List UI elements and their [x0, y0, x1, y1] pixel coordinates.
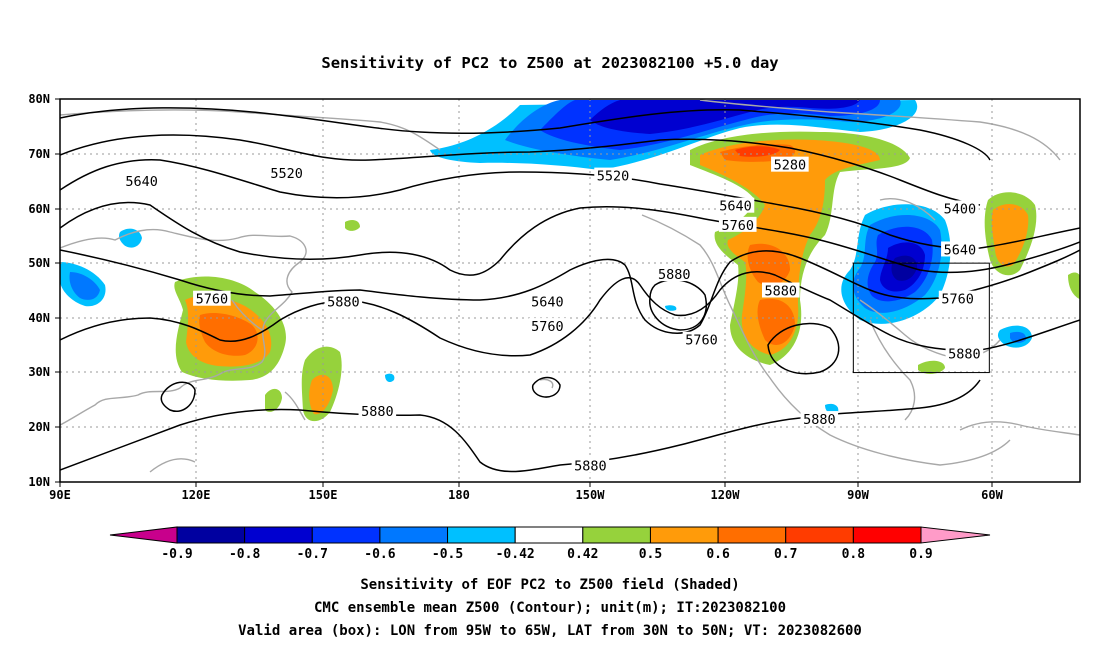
caption-line-3: Valid area (box): LON from 95W to 65W, L…	[238, 623, 862, 639]
contour-label-bg	[945, 345, 984, 361]
lon-label: 90E	[49, 488, 71, 502]
colorbar-cell	[379, 526, 449, 544]
contour-label-bg	[122, 173, 161, 189]
contour-label-bg	[682, 331, 721, 347]
contour-label: 5640	[944, 242, 977, 258]
contour-label: 5880	[327, 294, 360, 310]
lat-label: 50N	[28, 256, 50, 270]
colorbar-cell	[514, 526, 584, 544]
contour-label: 5640	[719, 199, 752, 215]
colorbar-cell	[244, 526, 313, 544]
contour-label-bg	[941, 200, 979, 216]
contour-label-bg	[528, 318, 567, 334]
contour-label: 5880	[361, 404, 394, 420]
contour-label-bg	[528, 293, 567, 309]
axis-ticks	[55, 98, 993, 487]
lat-label: 10N	[28, 475, 50, 489]
colorbar-label: -0.8	[229, 547, 260, 562]
map: 5640 5520 5520 5280 5640 5760 5400 5880 5640 5880…	[28, 92, 1081, 502]
contour-label-bg	[324, 293, 363, 309]
contour-label-bg	[655, 266, 694, 282]
figure-title: Sensitivity of PC2 to Z500 at 2023082100…	[321, 54, 778, 72]
contour-label: 5280	[774, 158, 807, 174]
lat-label: 20N	[28, 420, 50, 434]
colorbar-label: 0.9	[909, 547, 932, 562]
contour-label: 5640	[531, 294, 564, 310]
contour-label-bg	[771, 156, 809, 172]
contour-label: 5760	[196, 292, 229, 308]
map-frame	[59, 98, 1081, 483]
contour-label: 5880	[574, 459, 607, 475]
lon-label: 60W	[981, 488, 1003, 502]
valid-area-box	[852, 262, 990, 374]
colorbar-label: -0.7	[297, 547, 328, 562]
colorbar-cell	[852, 526, 922, 544]
lat-label: 60N	[28, 202, 50, 216]
colorbar-cell	[176, 526, 246, 544]
contour-label: 5760	[721, 218, 754, 234]
colorbar-low-end	[109, 526, 178, 544]
colorbar-label: 0.7	[774, 547, 797, 562]
colorbar-cell	[311, 526, 381, 544]
colorbar-labels: -0.9 -0.8 -0.7 -0.6 -0.5 -0.42 0.42 0.5 0.6 0.7 0.…	[161, 547, 932, 562]
contour-label-bg	[193, 290, 231, 306]
contour-label: 5880	[948, 346, 981, 362]
contour-label-bg	[941, 241, 979, 257]
lat-label: 80N	[28, 92, 50, 106]
colorbar-label: 0.5	[639, 547, 662, 562]
contour-label-bg	[358, 402, 397, 418]
colorbar-label: 0.8	[842, 547, 866, 562]
colorbar-label: -0.42	[496, 547, 535, 562]
colorbar-high-end	[920, 526, 991, 544]
contour-label: 5640	[125, 174, 158, 190]
colorbar-cell	[582, 526, 651, 544]
colorbar-cell	[717, 526, 787, 544]
lon-label: 120E	[182, 488, 211, 502]
contour-label-bg	[718, 216, 757, 232]
lat-label: 30N	[28, 365, 50, 379]
z500-contours	[60, 107, 1080, 473]
colorbar-label: -0.5	[432, 547, 463, 562]
colorbar-label: 0.6	[706, 547, 730, 562]
lon-label: 90W	[847, 488, 869, 502]
contour-label-bg	[571, 457, 610, 473]
contour-label: 5760	[941, 292, 974, 308]
contour-label-bg	[938, 290, 977, 306]
colorbar-label: -0.9	[161, 547, 192, 562]
colorbar-label: 0.42	[567, 547, 598, 562]
contour-label: 5760	[531, 319, 564, 335]
contour-labels: 5640 5520 5520 5280 5640 5760 5400 5880 5640 5880…	[122, 156, 984, 475]
contour-label-bg	[267, 164, 306, 180]
latitude-labels: 80N 70N 60N 50N 40N 30N 20N 10N	[28, 92, 50, 489]
contour-label: 5400	[944, 201, 977, 217]
contour-label-bg	[594, 167, 632, 183]
lon-label: 150E	[309, 488, 338, 502]
caption-line-2: CMC ensemble mean Z500 (Contour); unit(m…	[314, 600, 786, 616]
caption-line-1: Sensitivity of EOF PC2 to Z500 field (Sh…	[360, 577, 739, 593]
contour-label-bg	[716, 197, 755, 213]
contour-label: 5880	[658, 267, 691, 283]
contour-label: 5880	[803, 412, 836, 428]
contour-label: 5760	[685, 333, 718, 349]
contour-label: 5880	[765, 284, 798, 300]
graticule	[60, 99, 1080, 482]
lat-label: 40N	[28, 311, 50, 325]
lon-label: 150W	[576, 488, 606, 502]
lon-label: 180	[448, 488, 470, 502]
contour-label-bg	[800, 411, 839, 427]
contour-label-bg	[762, 282, 800, 298]
colorbar-cell	[785, 526, 854, 544]
longitude-labels: 90E 120E 150E 180 150W 120W 90W 60W	[49, 488, 1003, 502]
colorbar-label: -0.6	[364, 547, 395, 562]
colorbar: -0.9 -0.8 -0.7 -0.6 -0.5 -0.42 0.42 0.5 0.6 0.7 0.…	[109, 526, 991, 562]
contour-label: 5520	[597, 169, 630, 185]
caption: Sensitivity of EOF PC2 to Z500 field (Sh…	[238, 577, 862, 639]
colorbar-cell	[649, 526, 719, 544]
colorbar-cell	[447, 526, 516, 544]
contour-label: 5520	[270, 166, 303, 182]
lon-label: 120W	[711, 488, 741, 502]
lat-label: 70N	[28, 147, 50, 161]
colorbar-cells	[176, 526, 922, 544]
